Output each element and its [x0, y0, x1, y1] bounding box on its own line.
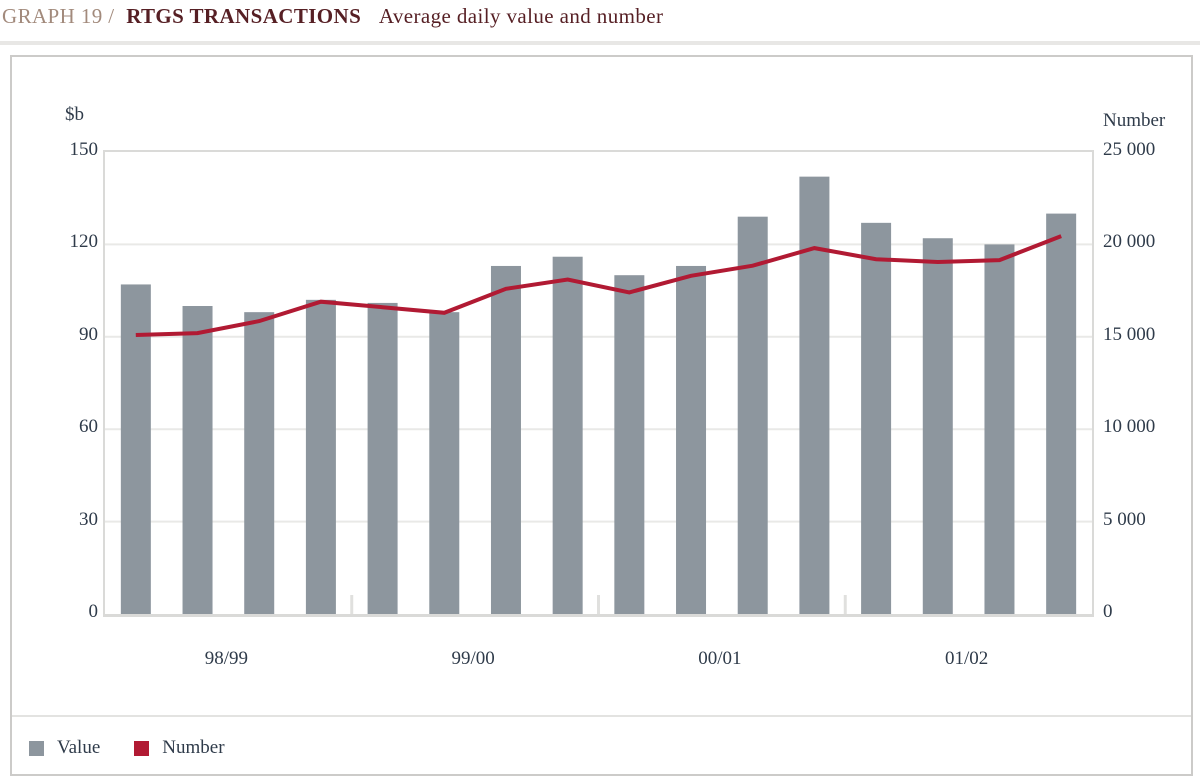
value-bar	[922, 238, 953, 614]
left-axis-tick: 0	[88, 601, 99, 622]
value-bar	[737, 216, 768, 614]
right-axis-tick: 20 000	[1103, 231, 1156, 253]
chart-subtitle: Average daily value and number	[378, 4, 664, 28]
x-axis-label: 01/02	[944, 648, 989, 669]
value-bar	[676, 265, 707, 614]
x-axis-label: 99/00	[451, 648, 495, 669]
left-axis-tick: 60	[79, 416, 98, 438]
legend-number-swatch	[134, 740, 150, 756]
chart-frame: $b Number 150 120 90 60 30 0 25 000 20 000 15 0…	[10, 55, 1193, 776]
right-axis-title: Number	[1103, 110, 1166, 131]
value-bar	[305, 299, 336, 614]
legend-number-label: Number	[162, 737, 225, 758]
legend: Value Number	[29, 737, 225, 758]
left-axis-tick: 30	[79, 508, 98, 530]
left-axis-tick: 150	[69, 139, 99, 160]
value-bar	[490, 265, 521, 614]
legend-divider	[12, 715, 1191, 717]
value-bar	[244, 312, 275, 614]
value-bar	[429, 312, 460, 614]
right-axis-tick: 15 000	[1103, 323, 1156, 345]
value-bar	[614, 275, 645, 614]
right-axis-tick: 0	[1103, 601, 1113, 622]
chart-header: GRAPH 19 / RTGS TRANSACTIONS Average dai…	[2, 4, 663, 29]
value-bar	[861, 222, 892, 614]
right-axis-tick: 10 000	[1103, 416, 1156, 438]
value-bar	[120, 284, 151, 614]
right-axis-tick: 25 000	[1103, 139, 1156, 160]
right-axis-tick: 5 000	[1103, 508, 1146, 530]
number-line	[135, 234, 1062, 337]
title-divider	[0, 41, 1200, 45]
plot-area	[103, 150, 1094, 617]
chart-title: RTGS TRANSACTIONS	[126, 4, 362, 28]
value-bar	[799, 176, 830, 614]
left-axis-tick: 90	[79, 323, 98, 345]
legend-value-label: Value	[57, 737, 101, 758]
value-bar	[367, 302, 398, 614]
left-axis-tick: 120	[69, 231, 99, 253]
graph-number-label: GRAPH 19 /	[2, 4, 115, 28]
x-axis-label: 98/99	[204, 648, 249, 669]
plot-canvas	[105, 176, 1092, 614]
value-bar	[984, 244, 1015, 614]
legend-value-swatch	[29, 740, 44, 756]
value-bar	[552, 256, 583, 614]
left-axis-title: $b	[65, 104, 84, 125]
value-bar	[182, 306, 213, 614]
x-axis-label: 00/01	[698, 648, 742, 669]
value-bar	[1046, 213, 1077, 614]
